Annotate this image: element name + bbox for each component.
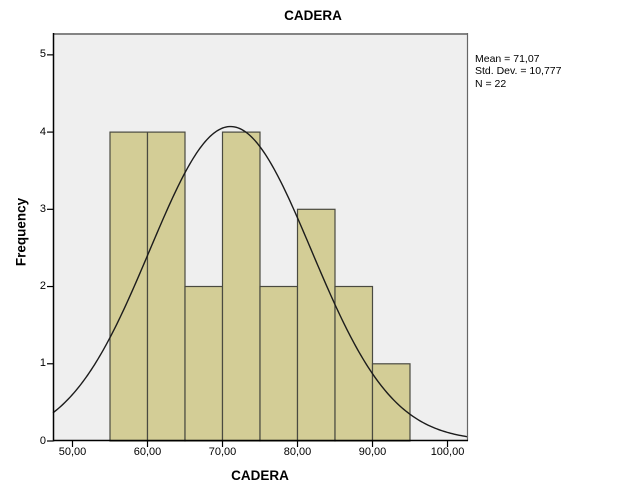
stat-mean: Mean = 71,07 xyxy=(475,53,540,65)
histogram-bar xyxy=(184,285,224,442)
chart-title: CADERA xyxy=(284,8,342,23)
x-tick-label: 100,00 xyxy=(430,446,465,458)
y-tick-label: 0 xyxy=(39,434,46,447)
x-tick-label: 70,00 xyxy=(208,446,237,458)
y-axis-title: Frequency xyxy=(13,197,29,267)
normal-curve xyxy=(52,125,469,438)
x-axis-title: CADERA xyxy=(231,468,289,483)
histogram-bar xyxy=(146,131,186,442)
x-tick-label: 60,00 xyxy=(133,446,162,458)
histogram-bar xyxy=(221,131,261,442)
histogram-bar xyxy=(259,285,299,442)
stat-std-dev: Std. Dev. = 10,777 xyxy=(475,65,562,78)
x-tick-label: 90,00 xyxy=(358,446,387,458)
y-tick-label: 3 xyxy=(39,202,46,215)
stats-box: Mean = 71,07 Std. Dev. = 10,777 N = 22 xyxy=(475,53,562,90)
x-tick-label: 50,00 xyxy=(58,446,87,458)
histogram-bar xyxy=(334,285,374,442)
histogram-bar xyxy=(296,208,336,442)
stat-n: N = 22 xyxy=(475,77,507,90)
x-tick-label: 80,00 xyxy=(283,446,312,458)
y-tick-label: 5 xyxy=(39,48,46,61)
y-tick-label: 1 xyxy=(39,357,46,370)
y-tick-label: 4 xyxy=(39,125,46,138)
histogram-bar xyxy=(371,363,411,442)
y-tick-label: 2 xyxy=(39,280,46,293)
histogram-bar xyxy=(109,131,149,442)
